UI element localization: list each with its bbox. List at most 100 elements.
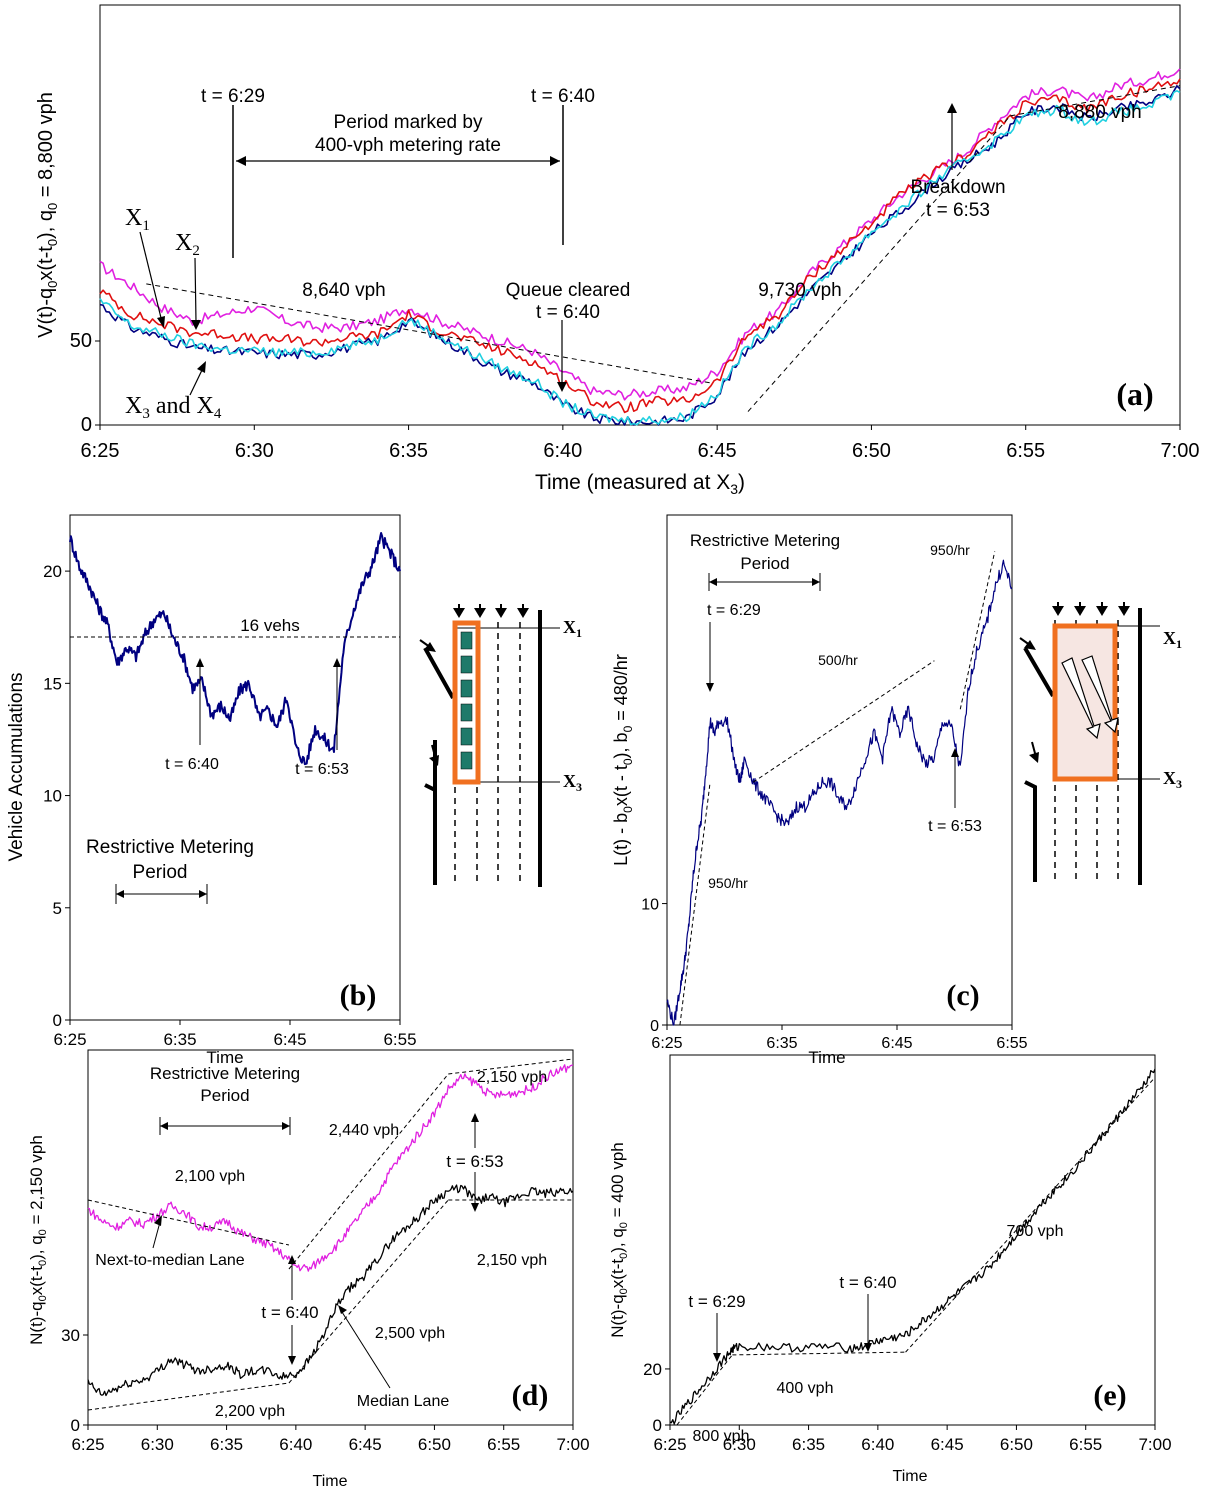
queue-arrow-head [557,382,567,392]
c-rate-500: 500/hr [818,652,858,668]
road-b-ramp-arrowhead-2 [429,755,439,766]
x-tick-label-c-2: 6:45 [881,1035,912,1052]
x-tick-label-e-4: 6:45 [931,1435,964,1454]
series-a-X1 [99,68,1181,401]
panel-a-series [99,68,1181,426]
d-arrow-653-up-head [471,1113,479,1122]
fit-line-d-1 [288,1073,449,1270]
road-c-x1: X1 [1163,628,1182,651]
fit-line-c-1 [752,660,935,783]
d-rate-2500: 2,500 vph [375,1325,445,1342]
d-label-next-median: Next-to-median Lane [95,1252,245,1269]
rate-8640: 8,640 vph [302,280,385,301]
fit-line-a-1 [747,115,1011,412]
x-tick-label-b-2: 6:45 [273,1030,306,1049]
c-rate-950-top: 950/hr [930,542,970,558]
panel-c-label: (c) [946,979,979,1012]
panel-d-xlabel: Time [313,1473,348,1490]
x-tick-label-a-1: 6:30 [235,440,274,462]
road-c-top-arrows [1052,602,1130,616]
fit-line-a-2 [1010,85,1181,117]
x-tick-label-e-7: 7:00 [1138,1435,1171,1454]
x34-pointer [189,367,204,396]
panel-a-x-ticks: 6:25 6:30 6:35 6:40 6:45 6:50 6:55 7:00 [81,425,1200,462]
panel-e: 6:25 6:30 6:35 6:40 6:45 6:50 6:55 7:00 0 20 t =… [608,1054,1172,1485]
d-median-pointer-head [338,1305,347,1314]
road-c-diagonal-arrows [1061,655,1119,740]
period-label-1: Period marked by [334,112,483,133]
c-arrow-653-head [951,748,959,757]
d-rate-2150-top: 2,150 vph [477,1069,547,1086]
x-tick-label-d-0: 6:25 [71,1435,104,1454]
d-rate-2100: 2,100 vph [175,1168,245,1185]
d-label-640: t = 6:40 [261,1303,318,1322]
fit-line-d-4 [288,1199,449,1384]
label-t-6-40: t = 6:40 [531,86,595,107]
x-tick-label-c-1: 6:35 [766,1035,797,1052]
series-c-L [666,559,1013,1026]
panel-b: 6:25 6:35 6:45 6:55 0 5 10 15 20 16 vehs t = 6:… [6,514,417,1067]
panel-a-xlabel: Time (measured at X3) [535,471,745,497]
d-next-median-pointer [152,1221,161,1249]
breakdown-label-2: t = 6:53 [926,200,990,221]
road-c-ramps [1023,646,1055,882]
x-tick-label-e-2: 6:35 [792,1435,825,1454]
fit-line-c-2 [959,551,996,710]
panel-d-frame [87,1049,574,1426]
y-tick-label-e-1: 20 [643,1360,662,1379]
panel-a-ylabel: V(t)-q0x(t-t0), q0 = 8,800 vph [35,92,60,338]
panel-a: 6:25 6:30 6:35 6:40 6:45 6:50 6:55 7:00 0 50 t =… [35,4,1200,497]
panel-a-frame [99,4,1181,426]
rate-9730: 9,730 vph [758,280,841,301]
panel-c-ylabel: L(t) - b0x(t - t0), b0 = 480/hr [611,654,635,866]
x-tick-label-d-5: 6:50 [418,1435,451,1454]
y-tick-label-c-1: 10 [641,897,659,914]
e-rate-800: 800 vph [693,1428,750,1445]
x-tick-label-d-7: 7:00 [556,1435,589,1454]
label-x1: X1 [125,205,150,234]
panel-d-label: (d) [512,1379,549,1412]
e-rate-400: 400 vph [777,1380,834,1397]
y-tick-label-d-0: 0 [71,1416,80,1435]
road-b-highlight [452,620,481,785]
d-label-653: t = 6:53 [446,1152,503,1171]
panel-b-y-ticks: 0 5 10 15 20 [43,562,70,1030]
panel-e-frame [669,1054,1156,1426]
d-label-median: Median Lane [357,1393,450,1410]
x-tick-label-e-6: 6:55 [1069,1435,1102,1454]
panel-e-x-ticks: 6:25 6:30 6:35 6:40 6:45 6:50 6:55 7:00 [653,1425,1172,1454]
panel-e-fit-lines [676,1077,1156,1426]
panel-c-frame [666,514,1013,1026]
e-arrow-640-head [864,1343,872,1352]
panel-c: 6:25 6:35 6:45 6:55 0 10 Restrictive Meterin… [611,514,1028,1067]
y-tick-label-b-1: 5 [53,899,62,918]
label-t-6-29: t = 6:29 [201,86,265,107]
panel-b-xlabel: Time [206,1048,243,1067]
y-tick-label-e-0: 0 [653,1416,662,1435]
x-tick-label-a-7: 7:00 [1161,440,1200,462]
series-d-median [87,1184,574,1397]
panel-a-label: (a) [1116,376,1153,412]
b-arrow-640-head [196,658,204,667]
road-b-ramps [423,647,455,885]
road-c-x3: X3 [1163,768,1182,791]
c-rate-950-bottom: 950/hr [708,875,748,891]
panel-a-y-ticks: 0 50 [70,330,100,436]
x-tick-label-b-0: 6:25 [53,1030,86,1049]
e-label-629: t = 6:29 [688,1292,745,1311]
d-arrow-653-down-head [471,1203,479,1212]
ref-label-16: 16 vehs [240,616,300,635]
x2-pointer [194,257,197,323]
c-arrow-629-head [706,683,714,692]
panel-c-xlabel: Time [808,1048,845,1067]
road-c-ramp-arrowhead-1 [1024,640,1036,650]
d-rmp-2: Period [200,1086,249,1105]
x-tick-label-e-0: 6:25 [653,1435,686,1454]
x-tick-label-d-6: 6:55 [487,1435,520,1454]
x-tick-label-e-1: 6:30 [723,1435,756,1454]
d-rate-2440: 2,440 vph [329,1122,399,1139]
series-d-next_median [87,1064,574,1272]
panel-d-fit-lines [87,1058,574,1411]
c-label-629: t = 6:29 [707,602,761,619]
x-tick-label-e-5: 6:50 [1000,1435,1033,1454]
